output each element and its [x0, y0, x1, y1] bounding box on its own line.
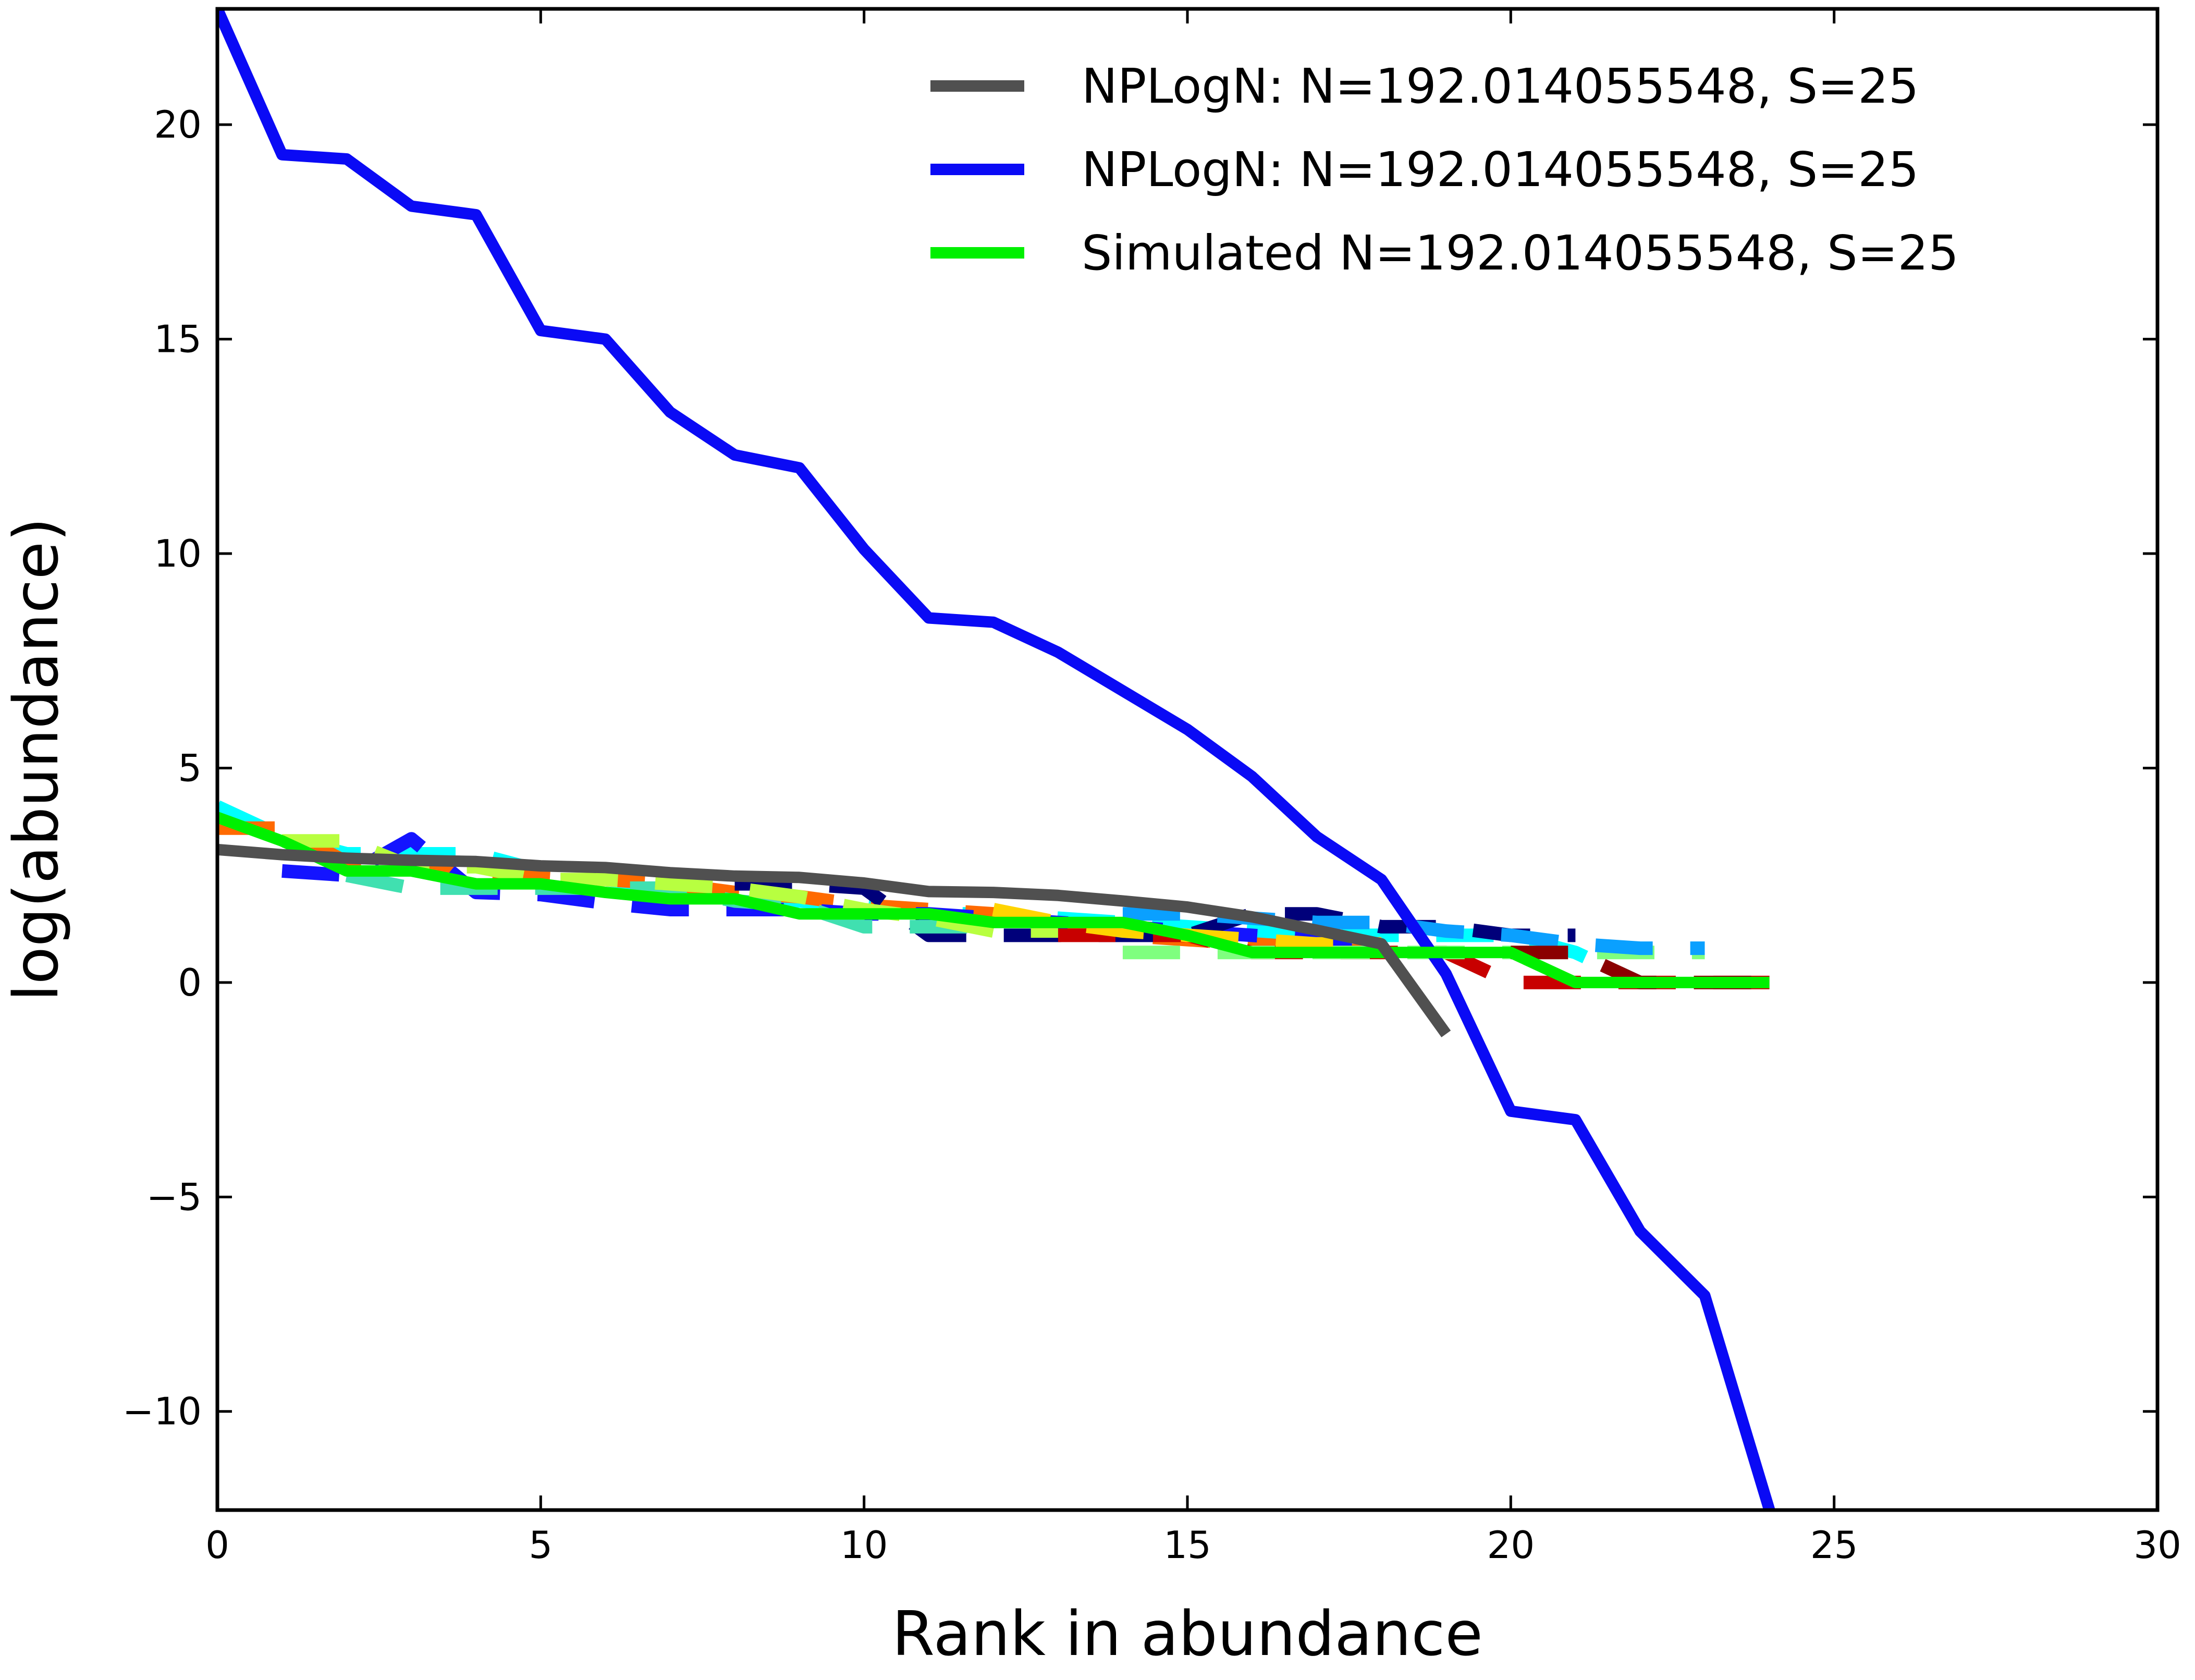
x-tick-label: 0	[205, 1523, 229, 1567]
x-tick-label: 20	[1487, 1523, 1535, 1567]
y-tick-label: 15	[154, 317, 202, 361]
legend-label-1: NPLogN: N=192.014055548, S=25	[1082, 58, 1919, 114]
y-tick-label: 10	[154, 532, 202, 575]
x-tick-label: 15	[1163, 1523, 1211, 1567]
x-tick-label: 5	[529, 1523, 553, 1567]
y-tick-label: 5	[178, 746, 202, 790]
simulated-replicate-line-1	[217, 800, 1643, 989]
series-line-2	[217, 9, 1775, 1510]
y-tick-label: 0	[178, 961, 202, 1004]
legend-label-3: Simulated N=192.014055548, S=25	[1082, 225, 1959, 281]
x-axis-title: Rank in abundance	[892, 1598, 1483, 1670]
y-axis-ticks: −10 −5 0 5 10 15 20	[122, 103, 2157, 1433]
series-line-3	[217, 812, 1770, 988]
series-line-1	[217, 843, 1451, 1038]
x-tick-label: 30	[2133, 1523, 2181, 1567]
x-tick-label: 25	[1810, 1523, 1858, 1567]
legend: NPLogN: N=192.014055548, S=25 NPLogN: N=1…	[930, 58, 1959, 281]
x-axis-ticks: 0 5 10 15 20 25 30	[205, 9, 2181, 1567]
y-axis-title: log(abundance)	[0, 518, 72, 1001]
y-tick-label: −10	[122, 1390, 202, 1433]
legend-label-2: NPLogN: N=192.014055548, S=25	[1082, 142, 1919, 198]
y-tick-label: −5	[146, 1175, 202, 1219]
series-lines-group	[217, 9, 1775, 1510]
x-tick-label: 10	[840, 1523, 888, 1567]
y-tick-label: 20	[154, 103, 202, 146]
